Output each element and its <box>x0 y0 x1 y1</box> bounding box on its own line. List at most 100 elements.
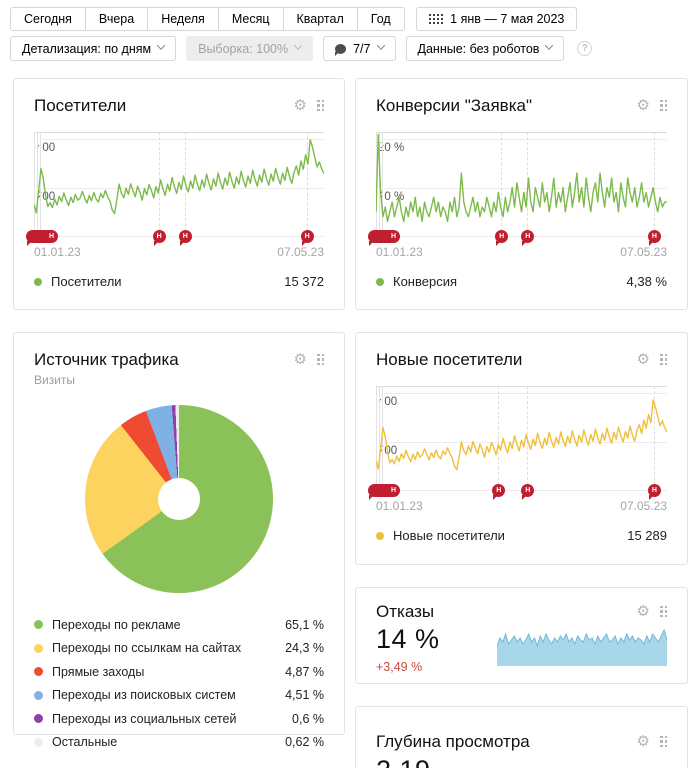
widget-drag-handle-icon[interactable] <box>660 605 667 618</box>
legend-dot <box>34 714 43 724</box>
legend-row[interactable]: Новые посетители 15 289 <box>376 528 667 543</box>
legend-row[interactable]: Конверсия 4,38 % <box>376 274 667 289</box>
legend-row[interactable]: Посетители 15 372 <box>34 274 324 289</box>
annotation-guideline <box>653 386 655 490</box>
legend-label: Переходы из поисковых систем <box>52 688 236 703</box>
chevron-down-icon <box>156 41 166 50</box>
x-axis-end-label: 07.05.23 <box>620 245 667 259</box>
legend-row[interactable]: Переходы из социальных сетей 0,6 % <box>34 707 324 731</box>
legend-value: 65,1 % <box>285 617 324 632</box>
legend-label: Прямые заходы <box>52 664 145 679</box>
widget-settings-gear-icon[interactable]: ⚙ <box>293 97 307 114</box>
chevron-down-icon <box>545 41 554 50</box>
bounces-sparkline <box>496 628 668 666</box>
date-range-picker-button[interactable]: 1 янв — 7 мая 2023 <box>415 7 578 31</box>
y-gridline <box>34 187 324 189</box>
widget-drag-handle-icon[interactable] <box>660 735 667 748</box>
widget-drag-handle-icon[interactable] <box>317 353 324 366</box>
legend-dot <box>34 643 43 653</box>
chevron-down-icon <box>376 41 385 50</box>
legend-value: 0,62 % <box>285 735 324 750</box>
period-button-week[interactable]: Неделя <box>147 7 219 31</box>
legend-label: Новые посетители <box>393 528 505 543</box>
help-icon[interactable]: ? <box>577 41 593 56</box>
annotation-badge[interactable]: Н <box>26 230 58 246</box>
widget-settings-gear-icon[interactable]: ⚙ <box>636 733 650 750</box>
period-button-month[interactable]: Месяц <box>217 7 284 31</box>
legend-value: 4,38 % <box>626 274 667 289</box>
sampling-dropdown[interactable]: Выборка: 100% <box>186 36 314 61</box>
date-range-label: 1 янв — 7 мая 2023 <box>450 12 565 26</box>
widget-settings-gear-icon[interactable]: ⚙ <box>293 351 307 368</box>
legend-row[interactable]: Прямые заходы 4,87 % <box>34 660 324 684</box>
conversions-line-chart[interactable]: 20 % 10 % Н Н Н Н <box>368 132 667 246</box>
legend-dot <box>34 620 43 630</box>
legend-dot <box>34 690 43 700</box>
comments-dropdown[interactable]: 7/7 <box>323 36 396 61</box>
legend-row[interactable]: Остальные 0,62 % <box>34 731 324 755</box>
annotation-badge[interactable]: Н <box>647 484 661 500</box>
x-axis-labels: 01.01.23 07.05.23 <box>34 245 324 259</box>
new_visitors-series-line <box>376 399 667 471</box>
annotation-badge[interactable]: Н <box>178 230 192 246</box>
period-button-quarter[interactable]: Квартал <box>282 7 358 31</box>
widget-drag-handle-icon[interactable] <box>317 99 324 112</box>
legend-value: 15 372 <box>284 274 324 289</box>
annotation-badge[interactable]: Н <box>492 484 506 500</box>
x-axis-end-label: 07.05.23 <box>620 499 667 513</box>
period-button-group: Сегодня Вчера Неделя Месяц Квартал Год <box>10 7 405 31</box>
annotation-badge[interactable]: Н <box>152 230 166 246</box>
widget-settings-gear-icon[interactable]: ⚙ <box>636 603 650 620</box>
widget-settings-gear-icon[interactable]: ⚙ <box>636 351 650 368</box>
detalization-dropdown[interactable]: Детализация: по дням <box>10 36 177 61</box>
legend-row[interactable]: Переходы из поисковых систем 4,51 % <box>34 684 324 708</box>
x-axis-start-label: 01.01.23 <box>34 245 81 259</box>
legend-row[interactable]: Переходы по ссылкам на сайтах 24,3 % <box>34 637 324 661</box>
annotation-badge[interactable]: Н <box>368 230 400 246</box>
card-title: Новые посетители <box>376 350 523 369</box>
card-title: Конверсии "Заявка" <box>376 96 533 115</box>
period-button-yesterday[interactable]: Вчера <box>84 7 149 31</box>
bounces-sparkline-chart[interactable] <box>496 622 668 666</box>
annotation-guideline <box>653 132 655 236</box>
card-visitors: Посетители ⚙ 400 200 Н Н Н Н 01.01.23 07.05.2… <box>13 78 345 310</box>
legend-row[interactable]: Переходы по рекламе 65,1 % <box>34 613 324 637</box>
calendar-icon <box>428 13 444 25</box>
annotation-badge[interactable]: Н <box>300 230 314 246</box>
y-axis-tick-label: 20 % <box>378 142 405 155</box>
new-visitors-line-chart[interactable]: 400 200 Н Н Н Н <box>368 386 667 500</box>
conversions-series-line <box>376 133 667 223</box>
card-traffic-sources: Источник трафика ⚙ Визиты Переходы по ре… <box>13 332 345 749</box>
legend-value: 4,51 % <box>285 688 324 703</box>
view-depth-value: 2,19 <box>376 755 667 768</box>
period-button-today[interactable]: Сегодня <box>10 7 86 31</box>
bounce-rate-delta: +3,49 % <box>376 660 423 674</box>
y-gridline <box>376 139 667 141</box>
annotation-badge[interactable]: Н <box>495 230 509 246</box>
widget-drag-handle-icon[interactable] <box>660 353 667 366</box>
annotation-badge[interactable]: Н <box>521 230 535 246</box>
legend-dot <box>34 667 43 677</box>
card-new-visitors: Новые посетители ⚙ 400 200 Н Н Н Н 01.01.23 0… <box>355 332 688 565</box>
card-bounces: Отказы ⚙ 14 % +3,49 % <box>355 587 688 684</box>
pie-legend: Переходы по рекламе 65,1 % Переходы по с… <box>34 613 324 754</box>
chart-border-line <box>34 132 324 133</box>
x-axis-start-label: 01.01.23 <box>376 499 423 513</box>
annotation-badge[interactable]: Н <box>368 484 400 500</box>
annotation-badge[interactable]: Н <box>647 230 661 246</box>
period-button-year[interactable]: Год <box>356 7 405 31</box>
chart-border-line <box>376 386 667 387</box>
annotation-badge[interactable]: Н <box>521 484 535 500</box>
annotation-guideline <box>501 132 503 236</box>
annotation-guideline <box>306 132 308 236</box>
card-title: Глубина просмотра <box>376 732 530 751</box>
traffic-sources-pie-chart[interactable] <box>85 405 273 593</box>
widget-settings-gear-icon[interactable]: ⚙ <box>636 97 650 114</box>
widget-drag-handle-icon[interactable] <box>660 99 667 112</box>
visitors-line-chart[interactable]: 400 200 Н Н Н Н <box>26 132 324 246</box>
visitors-series-line <box>34 138 324 215</box>
data-mode-dropdown[interactable]: Данные: без роботов <box>405 36 565 61</box>
x-axis-labels: 01.01.23 07.05.23 <box>376 499 667 513</box>
